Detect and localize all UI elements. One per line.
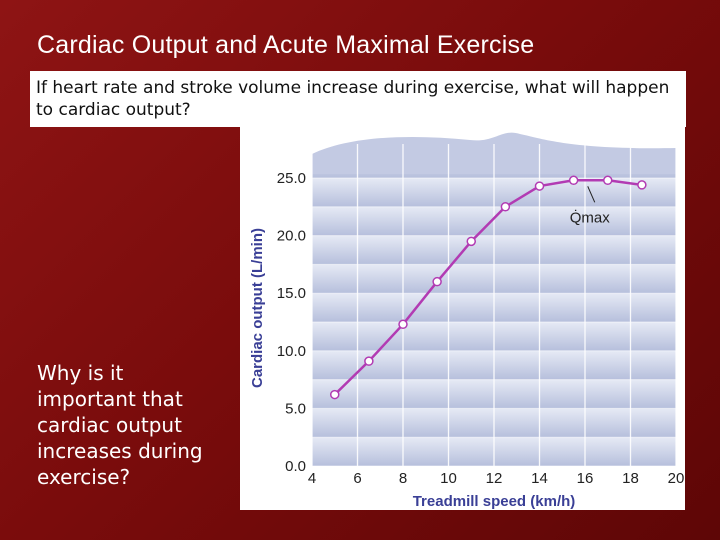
question-box: If heart rate and stroke volume increase… xyxy=(30,71,686,127)
x-tick-label: 10 xyxy=(440,470,457,487)
data-point xyxy=(568,175,579,186)
x-tick-label: 18 xyxy=(622,470,639,487)
data-point xyxy=(500,202,511,212)
data-point xyxy=(534,181,545,191)
cardiac-output-chart: 0.0 5.0 10.0 15.0 20.0 25.0 4 6 8 10 12 14 16 18 20 Q… xyxy=(249,132,685,510)
data-point xyxy=(330,389,340,400)
x-tick-label: 12 xyxy=(486,470,503,487)
y-tick-label: 5.0 xyxy=(285,400,306,417)
side-question: Why is it important that cardiac output … xyxy=(37,361,203,489)
data-point xyxy=(432,276,442,287)
y-tick-label: 25.0 xyxy=(277,170,306,187)
y-tick-label: 20.0 xyxy=(277,228,306,245)
x-axis-label: Treadmill speed (km/h) xyxy=(413,493,576,510)
data-point xyxy=(603,175,613,186)
data-point xyxy=(364,356,374,366)
y-axis-label: Cardiac output (L/min) xyxy=(249,228,266,388)
y-tick-label: 10.0 xyxy=(277,343,306,360)
data-point xyxy=(637,180,647,190)
x-tick-label: 6 xyxy=(353,470,361,487)
qmax-annotation: Q̇max xyxy=(570,209,611,226)
x-tick-label: 16 xyxy=(577,470,594,487)
series-line xyxy=(333,179,643,396)
data-point xyxy=(398,319,408,330)
x-tick-label: 20 xyxy=(668,470,685,487)
y-tick-label: 15.0 xyxy=(277,285,306,302)
x-tick-label: 4 xyxy=(308,470,316,487)
chart-panel: 0.0 5.0 10.0 15.0 20.0 25.0 4 6 8 10 12 14 16 18 20 Q… xyxy=(240,126,685,510)
x-tick-label: 8 xyxy=(399,470,407,487)
data-point xyxy=(466,236,476,247)
slide-title: Cardiac Output and Acute Maximal Exercis… xyxy=(37,31,535,59)
y-tick-label: 0.0 xyxy=(285,458,306,475)
x-tick-label: 14 xyxy=(531,470,548,487)
annotation-pointer xyxy=(587,186,596,203)
question-text: If heart rate and stroke volume increase… xyxy=(36,78,670,120)
